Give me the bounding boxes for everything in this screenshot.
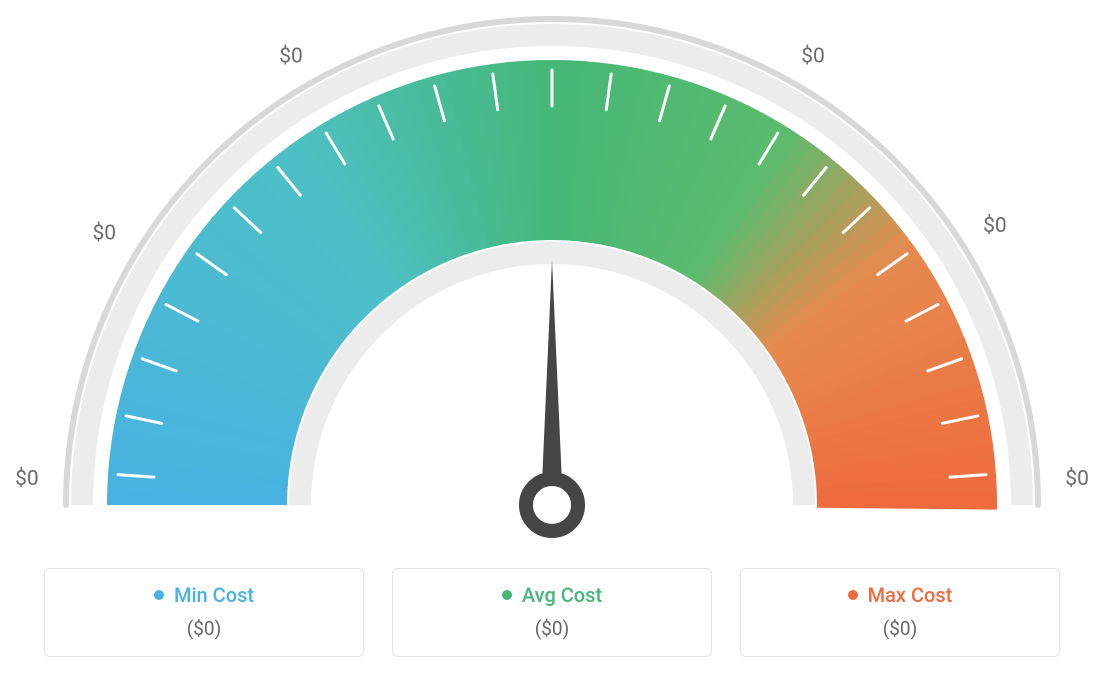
svg-text:$0: $0 xyxy=(540,0,564,4)
legend-value-max: ($0) xyxy=(741,617,1059,640)
dot-icon xyxy=(154,590,164,600)
legend-value-min: ($0) xyxy=(45,617,363,640)
svg-text:$0: $0 xyxy=(92,222,116,246)
legend-card-min: Min Cost ($0) xyxy=(44,568,364,657)
legend-card-avg: Avg Cost ($0) xyxy=(392,568,712,657)
gauge-svg: $0 $0 $0 $0 $0 $0 $0 xyxy=(0,0,1104,560)
cost-gauge-widget: $0 $0 $0 $0 $0 $0 $0 Min Cost ($0) Avg Cost ($… xyxy=(0,0,1104,690)
legend-label-avg: Avg Cost xyxy=(522,583,602,607)
legend-card-max: Max Cost ($0) xyxy=(740,568,1060,657)
legend-title-max: Max Cost xyxy=(848,583,953,607)
gauge-chart: $0 $0 $0 $0 $0 $0 $0 xyxy=(0,0,1104,560)
legend-title-min: Min Cost xyxy=(154,583,254,607)
legend-row: Min Cost ($0) Avg Cost ($0) Max Cost ($0… xyxy=(0,568,1104,657)
svg-text:$0: $0 xyxy=(279,44,303,68)
svg-text:$0: $0 xyxy=(1065,467,1089,491)
svg-text:$0: $0 xyxy=(15,467,39,491)
svg-text:$0: $0 xyxy=(801,44,825,68)
legend-label-min: Min Cost xyxy=(174,583,254,607)
legend-title-avg: Avg Cost xyxy=(502,583,602,607)
legend-label-max: Max Cost xyxy=(868,583,953,607)
svg-text:$0: $0 xyxy=(983,214,1007,238)
legend-value-avg: ($0) xyxy=(393,617,711,640)
dot-icon xyxy=(848,590,858,600)
dot-icon xyxy=(502,590,512,600)
